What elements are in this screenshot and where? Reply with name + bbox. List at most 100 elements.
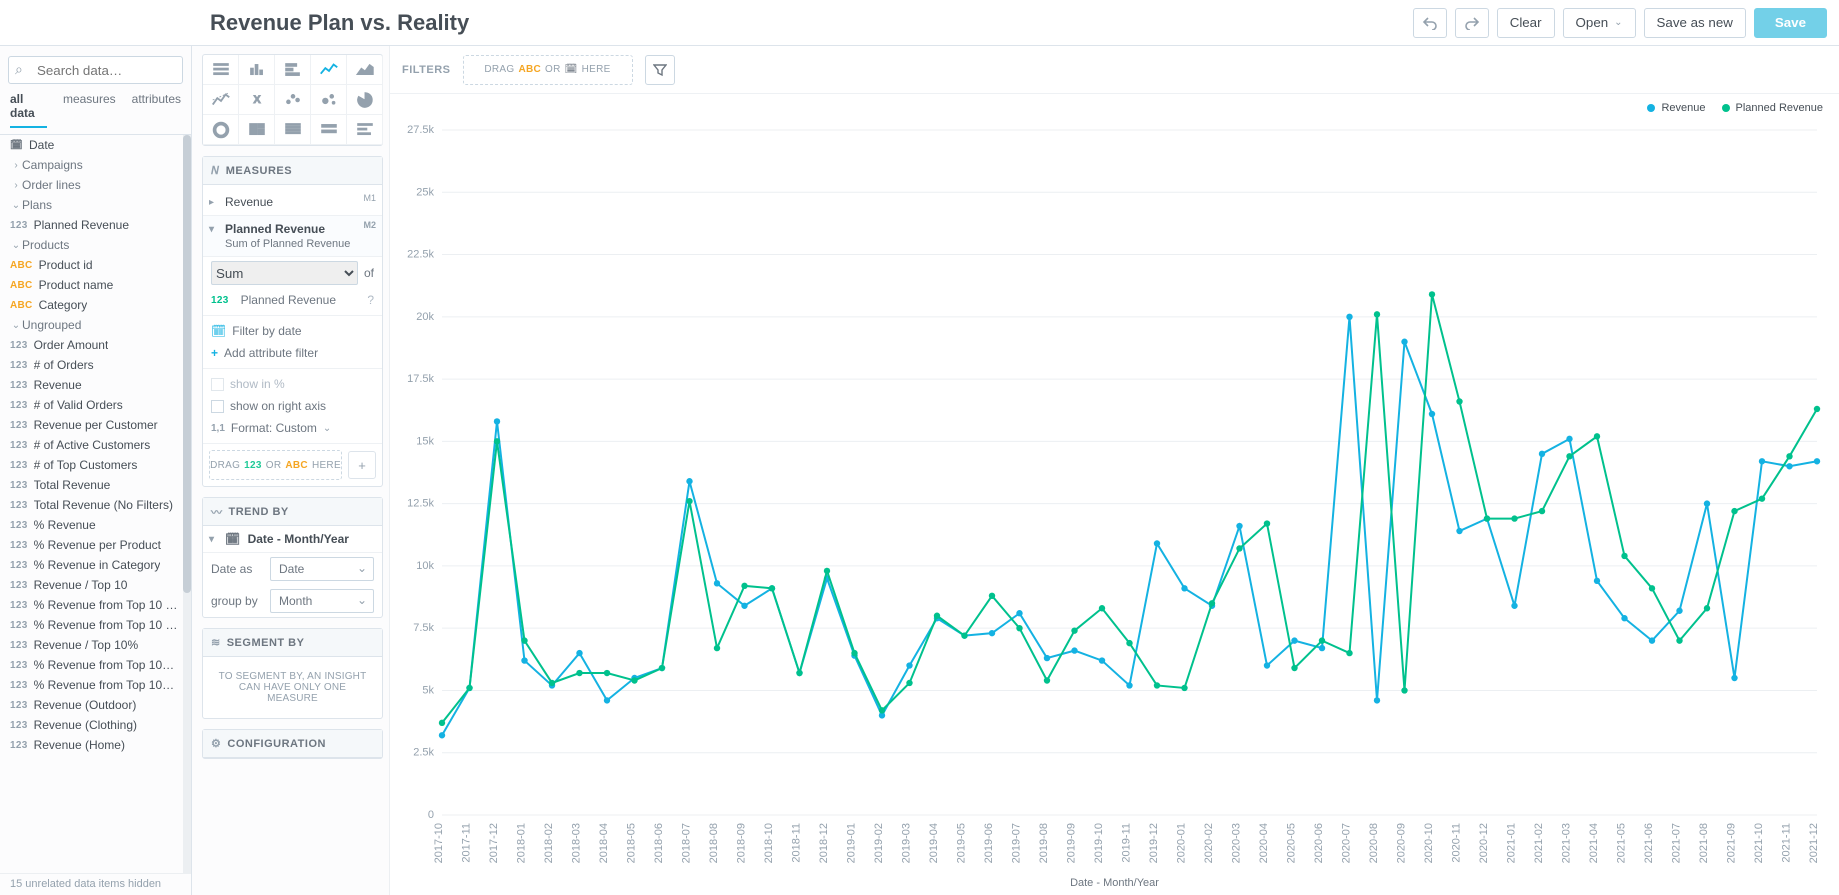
svg-text:2019-01: 2019-01 <box>846 823 858 863</box>
text-icon: ABC <box>10 300 33 311</box>
viz-type-4[interactable] <box>347 55 383 85</box>
sidebar-item[interactable]: ABCProduct id <box>0 255 191 275</box>
sidebar-item[interactable]: 123Order Amount <box>0 335 191 355</box>
measure-label: Planned Revenue <box>225 222 325 236</box>
filters-drop-target[interactable]: DRAGABCOR🗓HERE <box>463 55 633 85</box>
viz-type-0[interactable] <box>203 55 239 85</box>
show-on-right-axis[interactable]: show on right axis <box>203 395 382 417</box>
sidebar-item[interactable]: 123Total Revenue (No Filters) <box>0 495 191 515</box>
sidebar-item[interactable]: 123% Revenue per Product <box>0 535 191 555</box>
sidebar-item[interactable]: ABCCategory <box>0 295 191 315</box>
aggregation-select[interactable]: Sum <box>211 261 358 285</box>
sidebar-item[interactable]: 123Total Revenue <box>0 475 191 495</box>
sidebar-item[interactable]: 123% Revenue from Top 10% … <box>0 675 191 695</box>
help-icon[interactable]: ? <box>367 293 374 307</box>
save-button[interactable]: Save <box>1754 8 1827 38</box>
sidebar-item[interactable]: 123% Revenue from Top 10 Pr… <box>0 595 191 615</box>
sidebar-item[interactable]: 123# of Orders <box>0 355 191 375</box>
svg-text:17.5k: 17.5k <box>407 373 434 385</box>
sidebar-item[interactable]: 123% Revenue from Top 10% … <box>0 655 191 675</box>
scrollbar-thumb[interactable] <box>183 135 191 593</box>
item-label: Products <box>22 238 69 252</box>
redo-button[interactable] <box>1455 8 1489 38</box>
chevron-icon: › <box>10 160 22 171</box>
trend-by-date[interactable]: ▾ 🗓 Date - Month/Year <box>203 526 382 553</box>
sidebar-item[interactable]: 🗓Date <box>0 135 191 155</box>
sidebar-item[interactable]: 123Revenue <box>0 375 191 395</box>
item-label: # of Active Customers <box>34 438 151 452</box>
viz-type-11[interactable] <box>239 115 275 145</box>
measure-revenue[interactable]: ▸ Revenue M1 <box>203 189 382 216</box>
viz-type-1[interactable] <box>239 55 275 85</box>
sidebar-item[interactable]: ABCProduct name <box>0 275 191 295</box>
date-as-select[interactable]: Date <box>270 557 374 581</box>
clear-button[interactable]: Clear <box>1497 8 1555 38</box>
number-icon: 123 <box>10 500 28 511</box>
date-as-label: Date as <box>211 562 252 576</box>
tab-measures[interactable]: measures <box>63 92 116 128</box>
measure-planned-revenue[interactable]: ▾ Planned Revenue M2 Sum of Planned Reve… <box>203 216 382 257</box>
filter-settings-button[interactable] <box>645 55 675 85</box>
add-attribute-filter[interactable]: + Add attribute filter <box>203 342 382 364</box>
filter-by-date[interactable]: 🗓 Filter by date <box>203 320 382 342</box>
svg-text:2020-05: 2020-05 <box>1286 823 1298 863</box>
viz-type-10[interactable] <box>203 115 239 145</box>
search-icon: ⌕ <box>15 61 23 78</box>
svg-text:2018-09: 2018-09 <box>736 823 748 863</box>
viz-type-9[interactable] <box>347 85 383 115</box>
sidebar-item[interactable]: 123Planned Revenue <box>0 215 191 235</box>
svg-text:2019-11: 2019-11 <box>1121 823 1133 863</box>
sidebar-group[interactable]: ⌄Plans <box>0 195 191 215</box>
sidebar-item[interactable]: 123Revenue per Customer <box>0 415 191 435</box>
sidebar-item[interactable]: 123# of Top Customers <box>0 455 191 475</box>
svg-text:5k: 5k <box>422 684 434 696</box>
open-button[interactable]: Open⌄ <box>1563 8 1636 38</box>
measures-drop-target[interactable]: DRAG 123 OR ABC HERE <box>209 450 342 480</box>
legend-item[interactable]: Revenue <box>1647 102 1705 114</box>
viz-type-13[interactable] <box>311 115 347 145</box>
legend-item[interactable]: Planned Revenue <box>1722 102 1823 114</box>
configuration-panel[interactable]: ⚙CONFIGURATION <box>202 729 383 759</box>
sidebar-group[interactable]: ⌄Ungrouped <box>0 315 191 335</box>
sidebar-item[interactable]: 123Revenue (Outdoor) <box>0 695 191 715</box>
svg-text:7.5k: 7.5k <box>413 622 434 634</box>
item-label: Revenue / Top 10% <box>34 638 139 652</box>
add-measure-button[interactable]: + <box>348 451 376 479</box>
number-icon: 123 <box>10 360 28 371</box>
sidebar-item[interactable]: 123% Revenue in Category <box>0 555 191 575</box>
save-as-new-button[interactable]: Save as new <box>1644 8 1746 38</box>
viz-type-14[interactable] <box>347 115 383 145</box>
sidebar-item[interactable]: 123Revenue / Top 10 <box>0 575 191 595</box>
viz-type-grid: X <box>202 54 383 146</box>
number-icon: 123 <box>211 295 229 306</box>
viz-type-6[interactable]: X <box>239 85 275 115</box>
viz-type-2[interactable] <box>275 55 311 85</box>
viz-type-12[interactable] <box>275 115 311 145</box>
undo-button[interactable] <box>1413 8 1447 38</box>
checkbox[interactable] <box>211 400 224 413</box>
gear-icon: ⚙ <box>211 737 221 750</box>
sidebar-item[interactable]: 123# of Valid Orders <box>0 395 191 415</box>
sidebar-item[interactable]: 123# of Active Customers <box>0 435 191 455</box>
viz-type-7[interactable] <box>275 85 311 115</box>
search-input[interactable] <box>8 56 183 84</box>
sidebar-item[interactable]: 123Revenue (Clothing) <box>0 715 191 735</box>
sidebar-item[interactable]: 123Revenue / Top 10% <box>0 635 191 655</box>
sidebar-list[interactable]: 🗓Date›Campaigns›Order lines⌄Plans123Plan… <box>0 135 191 873</box>
viz-type-5[interactable] <box>203 85 239 115</box>
viz-type-3[interactable] <box>311 55 347 85</box>
viz-type-8[interactable] <box>311 85 347 115</box>
tab-all-data[interactable]: all data <box>10 92 47 128</box>
sidebar-item[interactable]: 123% Revenue from Top 10 C… <box>0 615 191 635</box>
sidebar-group[interactable]: ⌄Products <box>0 235 191 255</box>
svg-text:2020-01: 2020-01 <box>1176 823 1188 863</box>
sidebar-group[interactable]: ›Campaigns <box>0 155 191 175</box>
group-by-select[interactable]: Month <box>270 589 374 613</box>
sidebar-item[interactable]: 123Revenue (Home) <box>0 735 191 755</box>
format-row[interactable]: 1,1 Format: Custom ⌄ <box>203 417 382 439</box>
sidebar-group[interactable]: ›Order lines <box>0 175 191 195</box>
tab-attributes[interactable]: attributes <box>132 92 181 128</box>
sidebar-item[interactable]: 123% Revenue <box>0 515 191 535</box>
svg-text:2021-11: 2021-11 <box>1781 823 1793 863</box>
source-measure-row[interactable]: 123 Planned Revenue ? <box>203 289 382 311</box>
